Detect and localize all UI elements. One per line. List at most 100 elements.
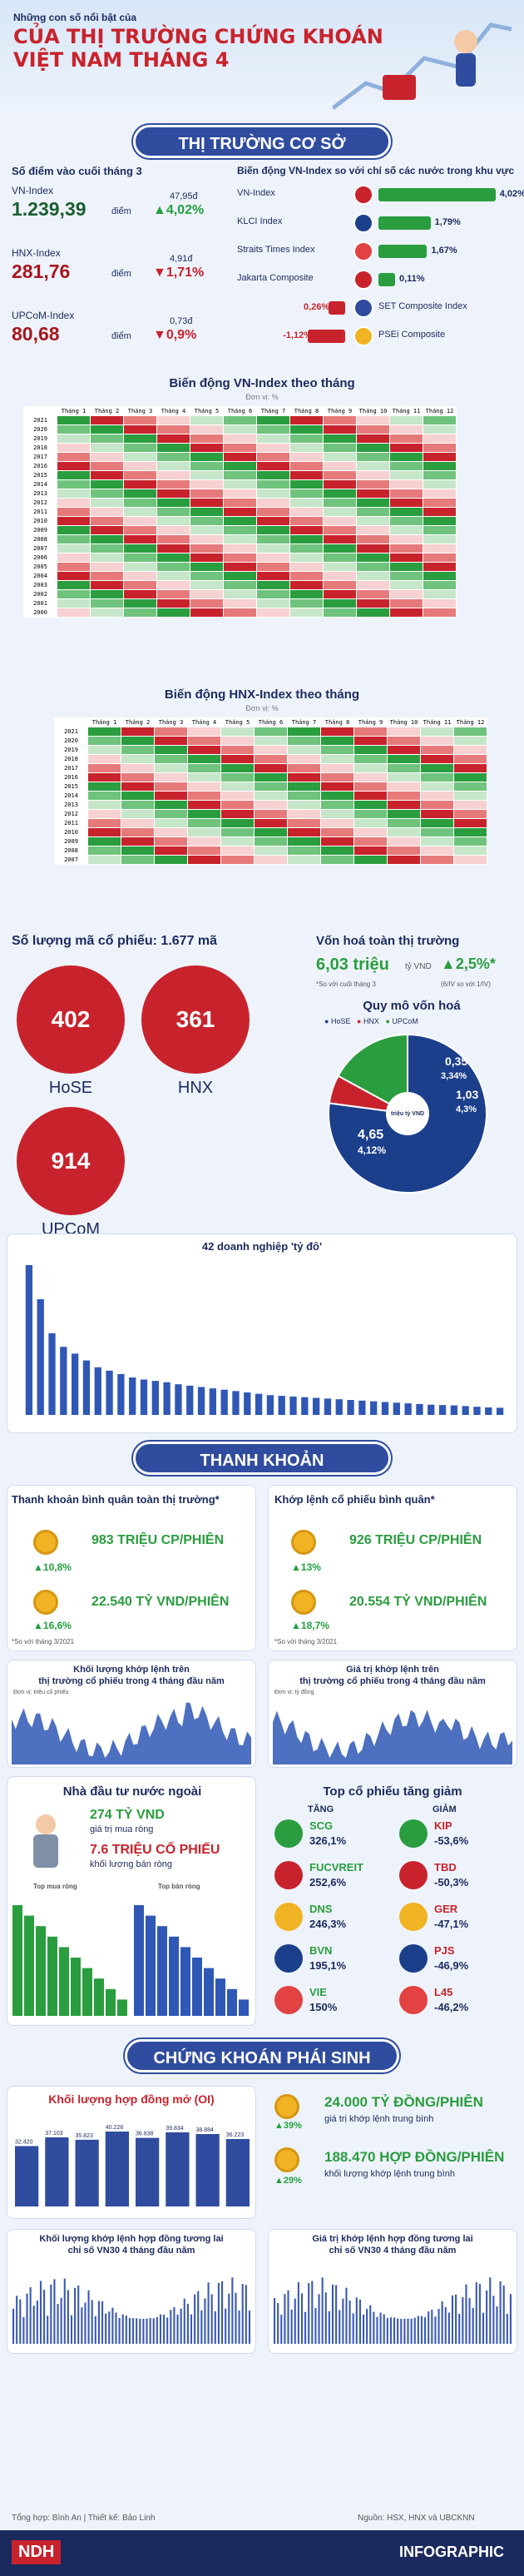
deriv-bar xyxy=(410,2318,413,2344)
index-change-pct: ▼0,9% xyxy=(153,328,197,342)
deriv-bar xyxy=(386,2318,388,2344)
heat-cell xyxy=(256,489,290,499)
pie-label: 0,35 xyxy=(445,1055,467,1068)
billion-bar xyxy=(151,1381,159,1415)
hnx-count-circle: 361 xyxy=(141,965,250,1074)
ticker-pct: 246,3% xyxy=(309,1918,347,1930)
heat-cell xyxy=(256,507,290,517)
heat-cell xyxy=(220,745,255,755)
heat-cell xyxy=(289,434,324,444)
heat-cell xyxy=(389,489,423,499)
oi-title: Khối lượng hợp đồng mở (OI) xyxy=(48,2092,215,2106)
heat-cell xyxy=(90,571,124,581)
heat-cell xyxy=(289,498,324,508)
heat-year-header: 2005 xyxy=(23,562,57,572)
heat-cell xyxy=(90,608,124,618)
heat-cell xyxy=(289,489,324,499)
heat-cell xyxy=(453,736,487,746)
heat-cell xyxy=(223,525,257,535)
deriv-bar xyxy=(108,2311,111,2344)
heat-cell xyxy=(187,855,221,865)
heat-cell xyxy=(356,507,390,517)
heat-cell xyxy=(57,461,91,471)
heat-cell xyxy=(220,727,255,737)
heat-cell xyxy=(190,598,224,608)
heat-cell xyxy=(254,772,288,782)
heat-cell xyxy=(423,598,457,608)
deriv-bar xyxy=(434,2316,437,2344)
vn-heatmap-unit: Đơn vị: % xyxy=(245,393,279,401)
heat-cell xyxy=(256,434,290,444)
heat-cell xyxy=(420,809,454,819)
ticker-code: KIP xyxy=(434,1819,452,1832)
deriv-value-pct: ▲39% xyxy=(274,2121,302,2131)
deriv-value: 24.000 TỶ ĐỒNG/PHIÊN xyxy=(324,2094,483,2110)
heat-cell xyxy=(154,818,188,828)
heat-cell xyxy=(323,470,357,480)
deriv-bar xyxy=(53,2279,56,2344)
deriv-bar xyxy=(499,2281,502,2344)
heat-cell xyxy=(356,498,390,508)
cap-pct: ▲2,5%* xyxy=(441,955,496,972)
heat-cell xyxy=(423,470,457,480)
heat-cell xyxy=(423,443,457,453)
heat-cell xyxy=(57,470,91,480)
coin-icon xyxy=(274,2094,299,2119)
heat-cell xyxy=(223,589,257,599)
value-chart-title-2: thị trường cổ phiếu trong 4 tháng đầu nă… xyxy=(299,1676,486,1686)
heat-cell xyxy=(156,571,190,581)
heat-cell xyxy=(323,434,357,444)
index-change-pct: ▼1,71% xyxy=(153,266,205,280)
heat-cell xyxy=(123,525,157,535)
heat-cell xyxy=(90,434,124,444)
heat-cell xyxy=(423,534,457,544)
heat-cell xyxy=(287,782,321,792)
deriv-bar xyxy=(105,2313,107,2344)
heat-cell xyxy=(223,534,257,544)
heat-cell xyxy=(389,415,423,425)
heat-cell xyxy=(87,782,121,792)
deriv-bar xyxy=(186,2303,189,2344)
heat-cell xyxy=(187,818,221,828)
deriv-bar xyxy=(50,2285,52,2344)
heat-cell xyxy=(420,736,454,746)
deriv-bar xyxy=(441,2301,443,2344)
heat-cell xyxy=(387,763,421,773)
heat-cell xyxy=(323,571,357,581)
heat-cell xyxy=(254,745,288,755)
flag-icon xyxy=(353,241,373,261)
pie-title: Quy mô vốn hoá xyxy=(363,999,461,1013)
deriv-bar xyxy=(506,2314,508,2344)
heat-cell xyxy=(453,791,487,801)
heat-cell xyxy=(289,553,324,563)
heat-cell xyxy=(220,809,255,819)
deriv-bar xyxy=(225,2308,227,2344)
heat-cell xyxy=(156,498,190,508)
billion-bar xyxy=(347,1400,354,1415)
deriv-bar xyxy=(207,2282,210,2344)
ticker-code: VIE xyxy=(309,1986,327,1998)
heat-year-header: 2009 xyxy=(23,525,57,535)
index-unit: điểm xyxy=(111,331,131,341)
heat-year-header: 2015 xyxy=(23,470,57,480)
heat-cell xyxy=(453,782,487,792)
ticker-code: TBD xyxy=(434,1861,457,1874)
deriv-bar xyxy=(468,2298,471,2344)
heat-cell xyxy=(320,827,354,837)
heat-year-header: 2012 xyxy=(23,498,57,508)
billion-bar xyxy=(313,1397,320,1415)
index-value: 1.239,39 xyxy=(12,198,87,220)
top-buy-label: Top mua ròng xyxy=(33,1883,77,1890)
heat-year-header: 2021 xyxy=(54,727,88,737)
hose-count-circle: 402 xyxy=(17,965,125,1074)
heat-year-header: 2013 xyxy=(54,800,88,810)
heat-cell xyxy=(323,562,357,572)
heat-cell xyxy=(220,855,255,865)
heat-cell xyxy=(121,754,155,764)
foreign-sell-bars xyxy=(134,1905,249,2016)
avg-liquidity-title: Thanh khoản bình quân toàn thị trường* xyxy=(12,1493,220,1506)
heat-cell xyxy=(323,479,357,489)
heat-month-header: Tháng 8 xyxy=(289,406,324,416)
deriv-bar xyxy=(91,2300,93,2344)
hnx-label: HNX xyxy=(177,1079,214,1097)
